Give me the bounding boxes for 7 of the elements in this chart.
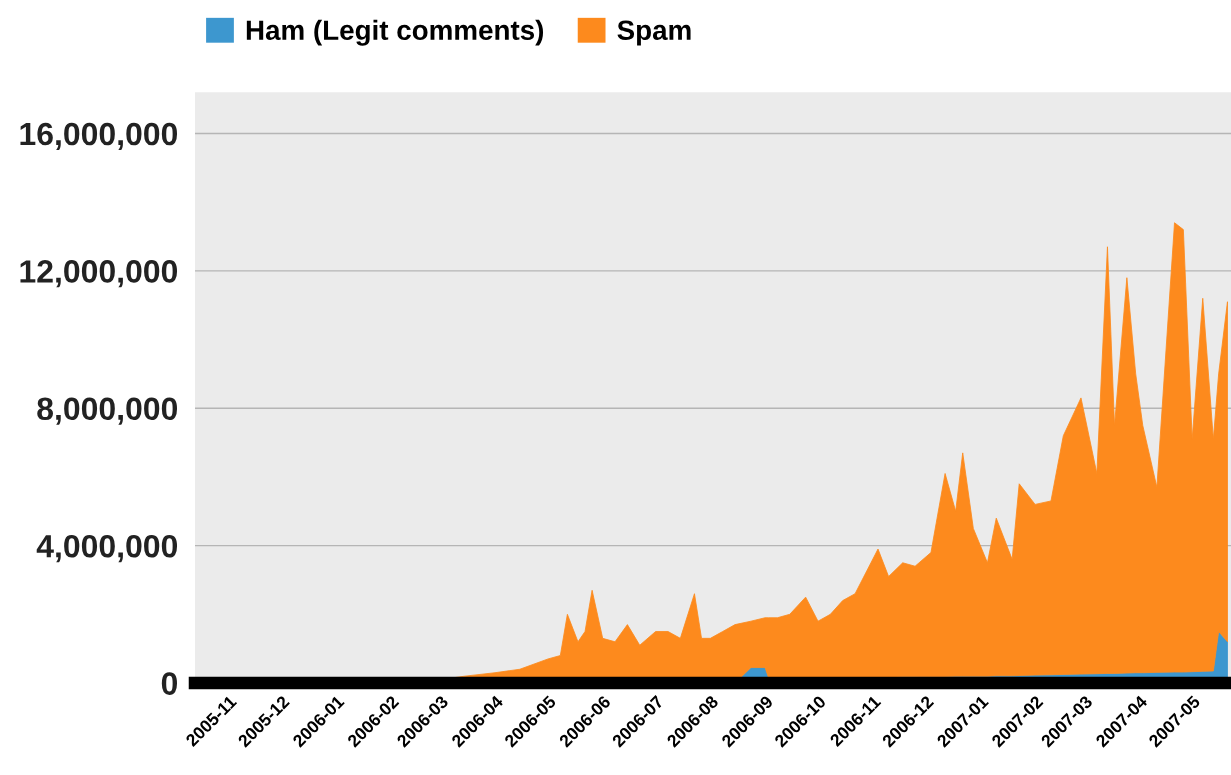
y-tick-label: 12,000,000 bbox=[20, 260, 178, 288]
y-tick-label: 8,000,000 bbox=[37, 397, 178, 425]
legend-label: Spam bbox=[617, 20, 691, 46]
y-tick-label: 16,000,000 bbox=[20, 122, 178, 150]
y-tick-label: 0 bbox=[161, 672, 178, 695]
y-tick-label: 4,000,000 bbox=[36, 534, 178, 563]
legend-label: Ham (Legit comments) bbox=[246, 19, 544, 46]
